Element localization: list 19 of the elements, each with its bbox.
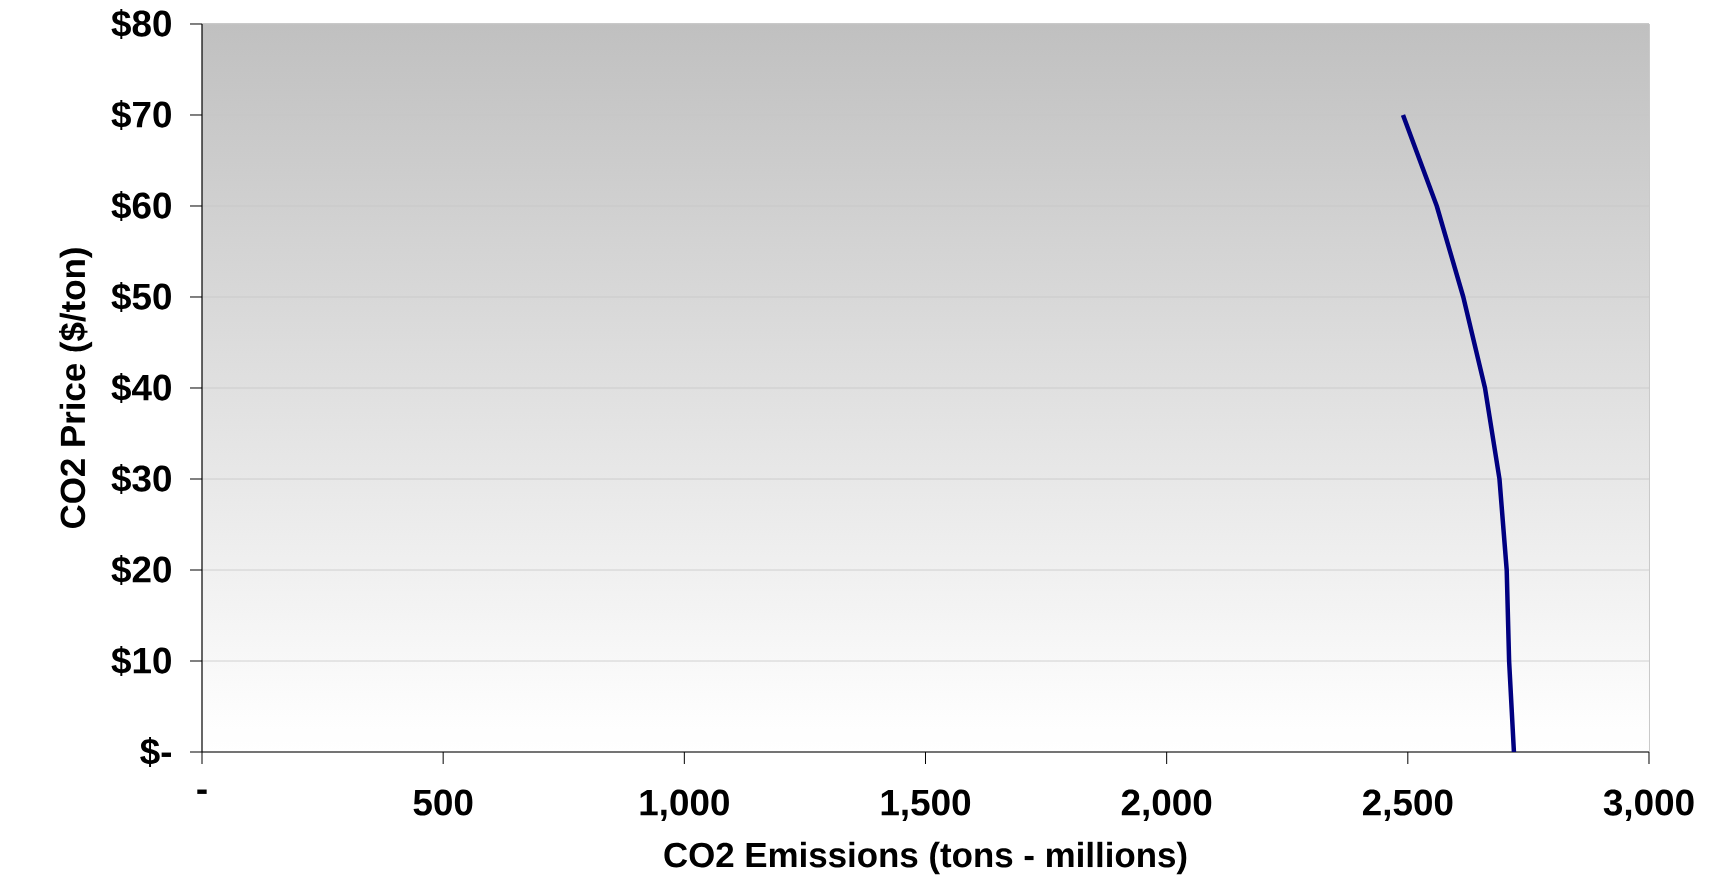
x-tick-label: 3,000 <box>1603 789 1694 821</box>
x-tick-label: 500 <box>413 789 473 816</box>
y-tick-label: $70 <box>111 99 171 131</box>
x-tick-label: 1,500 <box>881 789 971 821</box>
y-tick-label: $10 <box>111 645 171 677</box>
x-tick-label: 2,000 <box>1121 789 1212 821</box>
x-axis-title: CO2 Emissions (tons - millions) <box>664 841 1187 875</box>
x-tick-label: - <box>197 789 207 794</box>
x-tick-label: 1,000 <box>640 789 729 821</box>
y-tick-label: $20 <box>111 554 171 586</box>
y-tick-label: $50 <box>111 281 171 313</box>
x-tick-label: 2,500 <box>1362 789 1453 821</box>
y-tick-label: $- <box>140 736 171 768</box>
y-tick-label: $40 <box>111 372 171 404</box>
y-tick-label: $80 <box>111 8 171 40</box>
y-tick-label: $60 <box>111 190 171 222</box>
y-axis-title: CO2 Price ($/ton) <box>59 248 93 529</box>
y-tick-label: $30 <box>111 463 171 495</box>
line-series <box>1400 112 1517 752</box>
